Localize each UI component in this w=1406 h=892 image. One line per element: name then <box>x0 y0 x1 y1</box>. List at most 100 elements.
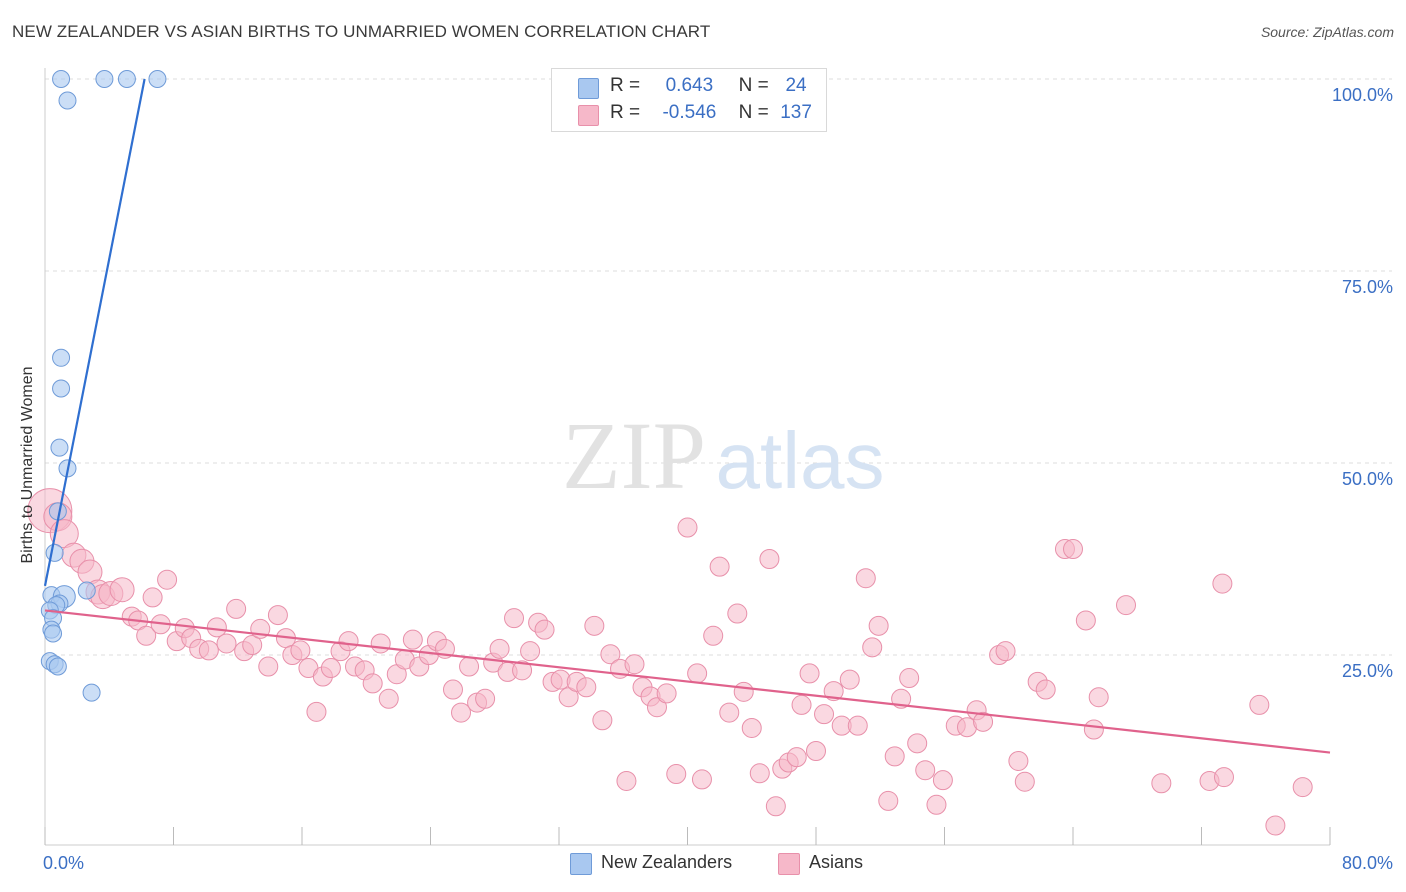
asians-point <box>1265 815 1286 836</box>
asians-point <box>338 631 359 652</box>
asians-point <box>584 615 605 636</box>
asians-point <box>799 663 820 684</box>
asians-point <box>306 701 327 722</box>
new-zealanders-point <box>117 70 136 88</box>
new-zealanders-point <box>77 581 96 600</box>
new-zealanders-point <box>52 70 71 88</box>
legend-n-value: 137 <box>780 102 812 123</box>
asians-point <box>855 568 876 589</box>
axes <box>44 68 1331 846</box>
asians-point <box>709 556 730 577</box>
asians-point <box>136 625 157 646</box>
watermark-atlas: atlas <box>716 416 885 505</box>
asians-point <box>616 770 637 791</box>
asians-point <box>475 688 496 709</box>
asians-trend-line <box>44 609 1331 754</box>
asians-point <box>1213 767 1234 788</box>
y-tick-label: 75.0% <box>1342 277 1393 297</box>
asians-points <box>27 488 1313 836</box>
asians-point <box>932 770 953 791</box>
asians-point <box>362 673 383 694</box>
asians-point <box>656 683 677 704</box>
asians-point <box>677 517 698 538</box>
chart-source: Source: ZipAtlas.com <box>1260 24 1394 40</box>
asians-point <box>451 702 472 723</box>
correlation-legend: R = 0.643 N = 24 R = -0.546 N = 137 <box>551 68 827 132</box>
chart-title: NEW ZEALANDER VS ASIAN BIRTHS TO UNMARRI… <box>12 22 711 41</box>
asians-point <box>839 669 860 690</box>
legend-swatch-pink <box>578 105 599 126</box>
legend-n-label: N = <box>738 75 769 96</box>
bottom-legend-swatch-blue <box>570 853 592 875</box>
asians-point <box>142 587 163 608</box>
asians-point <box>442 679 463 700</box>
asians-point <box>370 633 391 654</box>
asians-point <box>1212 573 1233 594</box>
asians-point <box>242 635 263 656</box>
asians-point <box>1249 694 1270 715</box>
new-zealanders-point <box>52 379 71 398</box>
asians-point <box>320 658 341 679</box>
asians-point <box>878 790 899 811</box>
asians-point <box>1008 750 1029 771</box>
asians-point <box>1014 771 1035 792</box>
asians-point <box>1075 610 1096 631</box>
asians-point <box>1116 595 1137 616</box>
asians-point <box>489 638 510 659</box>
asians-point <box>884 746 905 767</box>
asians-point <box>733 681 754 702</box>
asians-point <box>926 794 947 815</box>
new-zealanders-points <box>40 70 167 702</box>
asians-point <box>109 577 135 603</box>
asians-point <box>504 608 525 629</box>
asians-point <box>691 769 712 790</box>
asians-point <box>512 660 533 681</box>
new-zealanders-point <box>82 683 101 702</box>
asians-point <box>899 668 920 689</box>
legend-n-value: 24 <box>785 75 807 96</box>
asians-point <box>703 625 724 646</box>
bottom-legend-label: Asians <box>809 852 864 872</box>
new-zealanders-point <box>58 91 77 110</box>
asians-point <box>862 637 883 658</box>
new-zealanders-point <box>95 70 114 88</box>
asians-point <box>267 605 288 626</box>
grid-lines <box>45 78 1392 656</box>
asians-point <box>765 796 786 817</box>
asians-point <box>995 641 1016 662</box>
asians-point <box>624 654 645 675</box>
bottom-legend-label: New Zealanders <box>601 852 733 872</box>
asians-point <box>687 663 708 684</box>
legend-r-value: -0.546 <box>662 102 717 123</box>
asians-point <box>847 715 868 736</box>
asians-point <box>459 656 480 677</box>
asians-point <box>258 656 279 677</box>
asians-point <box>216 633 237 654</box>
asians-point <box>592 710 613 731</box>
watermark: ZIP atlas <box>562 402 884 509</box>
asians-point <box>1088 687 1109 708</box>
asians-point <box>226 598 247 619</box>
asians-point <box>814 704 835 725</box>
x-tick-label-max: 80.0% <box>1342 853 1393 873</box>
asians-point <box>786 747 807 768</box>
asians-point <box>823 681 844 702</box>
legend-n-label: N = <box>738 102 769 123</box>
new-zealanders-point <box>52 348 71 367</box>
asians-point <box>520 641 541 662</box>
asians-point <box>749 763 770 784</box>
legend-r-value: 0.643 <box>665 75 714 96</box>
asians-point <box>719 702 740 723</box>
asians-point <box>791 694 812 715</box>
new-zealanders-point <box>50 438 69 457</box>
asians-point <box>534 619 555 640</box>
asians-point <box>378 688 399 709</box>
asians-point <box>157 569 178 590</box>
new-zealanders-trend-line <box>43 78 146 587</box>
asians-point <box>868 615 889 636</box>
asians-point <box>666 764 687 785</box>
asians-point <box>290 640 311 661</box>
new-zealanders-point <box>148 70 167 88</box>
bottom-legend-swatch-pink <box>778 853 800 875</box>
